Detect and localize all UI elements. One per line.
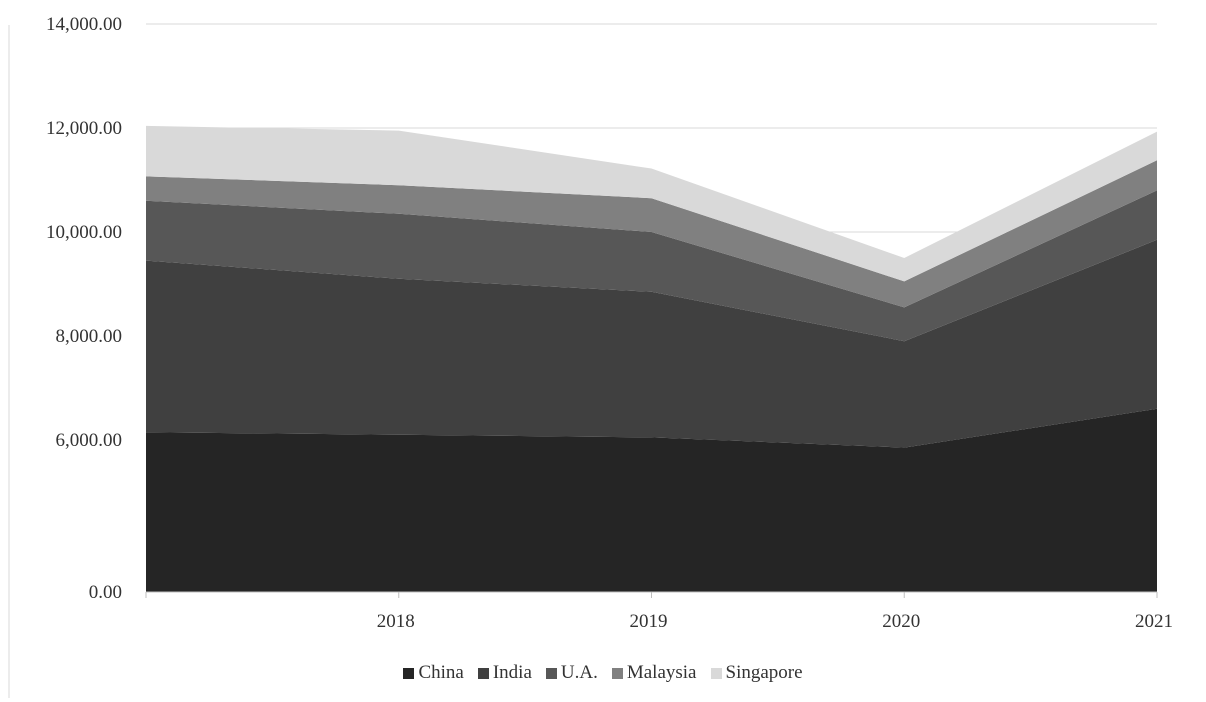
y-axis-tick-labels: 0.00 6,000.00 8,000.00 10,000.00 12,000.00 14… [46,14,122,603]
legend-swatch [477,667,489,679]
legend-label: Malaysia [626,662,697,683]
legend-item: U.A. [545,662,598,684]
x-axis-tick-labels: 2018 2019 2020 2021 [377,611,1173,632]
area-india [146,239,1157,448]
legend-label: Singapore [725,662,803,683]
y-tick-label: 14,000.00 [46,14,122,35]
area-malaysia [146,160,1157,308]
area-u-a [146,190,1157,342]
y-tick-label: 8,000.00 [56,326,123,347]
legend-item: India [477,662,532,684]
legend-item: China [403,662,464,684]
legend-swatch [545,667,557,679]
legend-label: China [418,662,464,683]
x-tick-label: 2020 [882,611,920,632]
x-tick-label: 2018 [377,611,415,632]
legend-swatch [710,667,722,679]
y-tick-label: 12,000.00 [46,118,122,139]
y-tick-label: 10,000.00 [46,222,122,243]
legend-label: U.A. [560,662,598,683]
legend: China India U.A. Malaysia Singapore [0,658,1206,688]
x-tick-label: 2019 [630,611,668,632]
y-tick-label: 6,000.00 [56,430,123,451]
stacked-areas [146,125,1157,592]
area-singapore [146,125,1157,282]
legend-item: Malaysia [611,662,697,684]
y-tick-label: 0.00 [89,582,122,603]
legend-swatch [403,667,415,679]
legend-item: Singapore [710,662,803,684]
x-axis [145,591,1158,598]
x-tick-label: 2021 [1135,611,1173,632]
legend-swatch [611,667,623,679]
legend-label: India [492,662,532,683]
area-china [146,408,1157,592]
